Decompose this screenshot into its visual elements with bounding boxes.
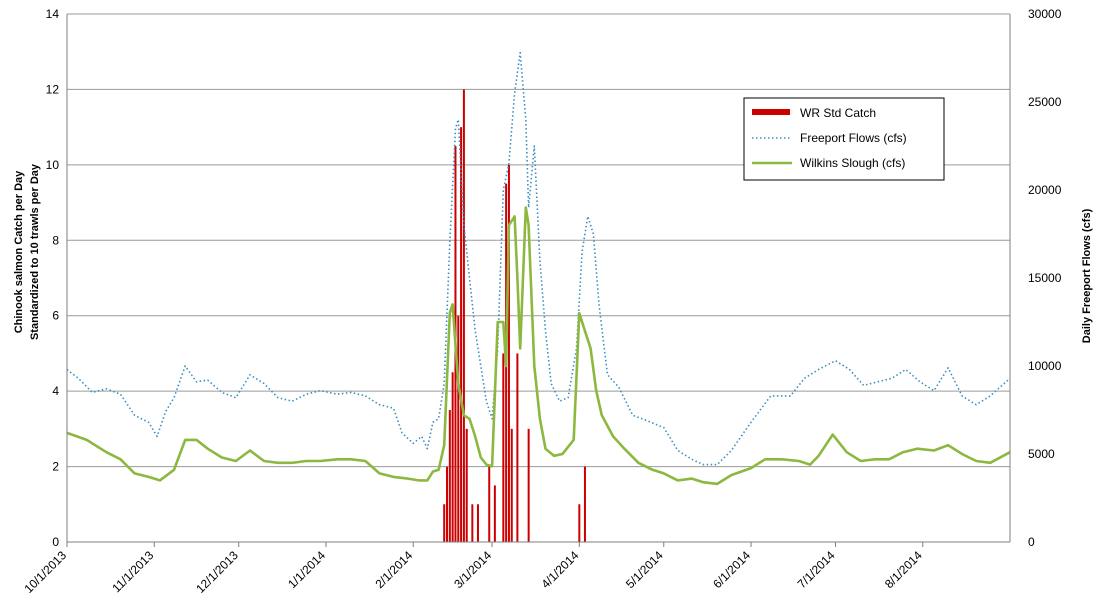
catch-bar [488, 466, 491, 542]
x-tick-label: 4/1/2014 [539, 548, 582, 591]
left-axis-title-line1: Chinook salmon Catch per Day [13, 170, 25, 333]
x-tick-label: 2/1/2014 [372, 548, 415, 591]
x-tick-label: 12/1/2013 [193, 548, 241, 596]
freeport-flow-line [66, 51, 1011, 466]
y-right-tick-label: 30000 [1028, 7, 1062, 21]
x-tick-label: 6/1/2014 [710, 548, 753, 591]
y-left-tick-label: 10 [46, 158, 60, 172]
y-right-tick-label: 15000 [1028, 271, 1062, 285]
catch-bar [476, 504, 479, 542]
x-tick-label: 11/1/2013 [109, 548, 156, 595]
catch-bar [457, 315, 460, 542]
x-tick-label: 5/1/2014 [623, 548, 666, 591]
catch-bar [502, 353, 505, 542]
y-right-tick-label: 20000 [1028, 183, 1062, 197]
y-left-tick-label: 0 [52, 535, 59, 549]
y-left-tick-label: 8 [52, 233, 59, 247]
y-left-tick-label: 12 [46, 82, 60, 96]
x-tick-label: 8/1/2014 [882, 548, 925, 591]
catch-bar [443, 504, 446, 542]
y-right-tick-label: 25000 [1028, 95, 1062, 109]
y-right-tick-label: 0 [1028, 535, 1035, 549]
wilkins-slough-line [66, 206, 1011, 486]
right-axis-title: Daily Freeport Flows (cfs) [1081, 208, 1093, 343]
catch-bar [471, 504, 474, 542]
y-left-tick-label: 14 [46, 7, 60, 21]
legend-label-wilkins: Wilkins Slough (cfs) [800, 156, 905, 170]
catch-bar [578, 504, 581, 542]
legend: WR Std Catch Freeport Flows (cfs) Wilkin… [743, 97, 945, 181]
legend-label-freeport: Freeport Flows (cfs) [800, 131, 907, 145]
catch-bar [493, 485, 496, 542]
x-tick-label: 3/1/2014 [451, 548, 494, 591]
catch-bar [460, 127, 463, 543]
x-tick-label: 7/1/2014 [795, 548, 838, 591]
flow-lines [66, 51, 1011, 486]
gridlines [67, 13, 1010, 468]
catch-bar [507, 164, 510, 542]
catch-bar [451, 372, 454, 542]
x-tick-label: 1/1/2014 [285, 548, 328, 591]
catch-bar [446, 466, 449, 542]
y-left-tick-label: 2 [52, 460, 59, 474]
y-right-tick-label: 10000 [1028, 359, 1062, 373]
legend-label-catch: WR Std Catch [800, 106, 876, 120]
catch-bar [510, 428, 513, 542]
x-tick-label: 10/1/2013 [21, 548, 69, 596]
y-left-tick-label: 6 [52, 309, 59, 323]
catch-bar [462, 89, 465, 542]
catch-bar [516, 353, 519, 542]
left-axis-title-line2: Standardized to 10 trawls per Day [29, 163, 41, 340]
y-left-tick-label: 4 [52, 384, 59, 398]
y-right-tick-label: 5000 [1028, 447, 1055, 461]
catch-bar [448, 410, 451, 542]
legend-swatch-catch [752, 109, 790, 115]
catch-bar [583, 466, 586, 542]
axes: 0 2 4 6 8 10 12 14 0 5000 10000 15000 20000 25000 3000… [21, 7, 1061, 596]
catch-bar [527, 428, 530, 542]
catch-bar [465, 428, 468, 542]
